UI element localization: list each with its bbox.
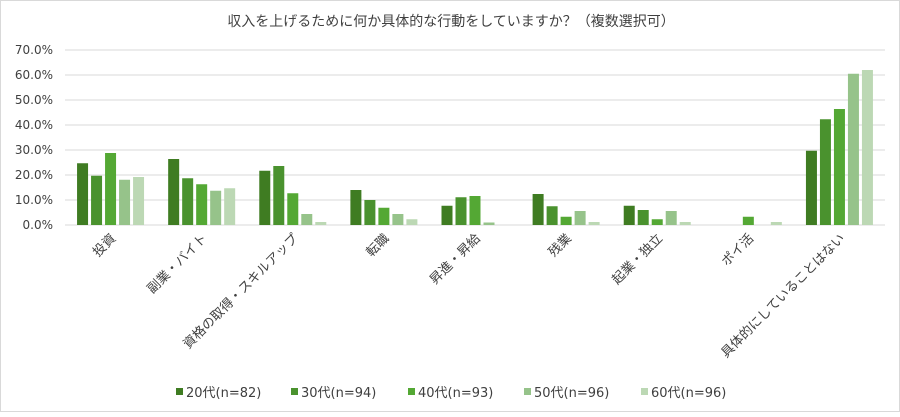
- x-tick-label: 投資: [90, 231, 120, 261]
- y-tick-label: 10.0%: [15, 193, 53, 207]
- bar-50s-8: [847, 73, 859, 225]
- x-tick-label: 副業・バイト: [144, 231, 210, 297]
- bar-50s-0: [119, 179, 131, 225]
- bar-30s-8: [819, 119, 831, 225]
- bar-30s-6: [637, 210, 649, 225]
- x-tick-label: 昇進・昇給: [427, 231, 484, 288]
- bar-30s-3: [364, 200, 376, 225]
- legend-swatch: [641, 388, 648, 395]
- bar-50s-4: [483, 222, 495, 225]
- y-tick-label: 40.0%: [15, 118, 53, 132]
- bar-50s-3: [392, 214, 404, 225]
- bar-50s-5: [574, 211, 586, 225]
- bar-40s-1: [196, 184, 208, 225]
- bar-40s-7: [742, 216, 754, 225]
- bar-40s-5: [560, 216, 572, 225]
- bar-60s-3: [406, 219, 418, 225]
- legend-item: 50代(n=96): [524, 386, 609, 401]
- bar-20s-2: [259, 170, 271, 225]
- legend-swatch: [524, 388, 531, 395]
- legend-item: 30代(n=94): [291, 386, 376, 401]
- bar-20s-5: [532, 194, 544, 225]
- legend-item: 20代(n=82): [176, 386, 261, 401]
- bar-40s-0: [105, 153, 117, 225]
- legend-label: 20代(n=82): [186, 386, 261, 401]
- bar-20s-8: [805, 150, 817, 225]
- bar-60s-7: [770, 222, 782, 225]
- y-tick-label: 30.0%: [15, 143, 53, 157]
- bar-40s-6: [651, 219, 663, 225]
- bar-20s-0: [77, 163, 89, 225]
- x-tick-label: 起業・独立: [609, 231, 666, 288]
- legend-item: 60代(n=96): [641, 386, 726, 401]
- legend-swatch: [176, 388, 183, 395]
- bar-50s-1: [210, 190, 222, 225]
- legend-label: 30代(n=94): [301, 386, 376, 401]
- y-tick-label: 0.0%: [23, 218, 54, 232]
- x-tick-label: ポイ活: [719, 231, 757, 269]
- legend-item: 40代(n=93): [408, 386, 493, 401]
- x-tick-label: 転職: [364, 231, 393, 260]
- bar-60s-5: [588, 222, 600, 225]
- chart-title: 収入を上げるために何か具体的な行動をしていますか？（複数選択可）: [227, 13, 675, 30]
- bar-30s-1: [182, 178, 194, 225]
- bar-50s-6: [665, 211, 677, 225]
- legend-label: 40代(n=93): [418, 386, 493, 401]
- legend-label: 60代(n=96): [651, 386, 726, 401]
- bar-20s-6: [623, 205, 635, 225]
- bar-60s-6: [679, 222, 691, 225]
- bar-40s-8: [833, 109, 845, 225]
- legend-label: 50代(n=96): [534, 386, 609, 401]
- bar-60s-0: [133, 177, 145, 225]
- bar-60s-8: [861, 70, 873, 225]
- bar-30s-4: [455, 197, 467, 225]
- bar-50s-2: [301, 214, 313, 225]
- y-tick-label: 60.0%: [15, 68, 53, 82]
- bar-30s-0: [91, 175, 103, 225]
- x-tick-label: 残業: [545, 231, 575, 261]
- y-tick-label: 50.0%: [15, 93, 53, 107]
- bar-30s-5: [546, 206, 558, 225]
- legend-swatch: [291, 388, 298, 395]
- bar-20s-3: [350, 190, 362, 225]
- bar-40s-4: [469, 196, 481, 225]
- bar-60s-2: [315, 222, 327, 225]
- bar-30s-2: [273, 166, 285, 225]
- bar-20s-1: [168, 159, 180, 225]
- y-tick-label: 20.0%: [15, 168, 53, 182]
- y-tick-label: 70.0%: [15, 43, 53, 57]
- legend-swatch: [408, 388, 415, 395]
- bar-40s-3: [378, 207, 390, 225]
- bar-40s-2: [287, 193, 299, 225]
- bar-60s-1: [224, 188, 236, 225]
- bar-20s-4: [441, 205, 453, 225]
